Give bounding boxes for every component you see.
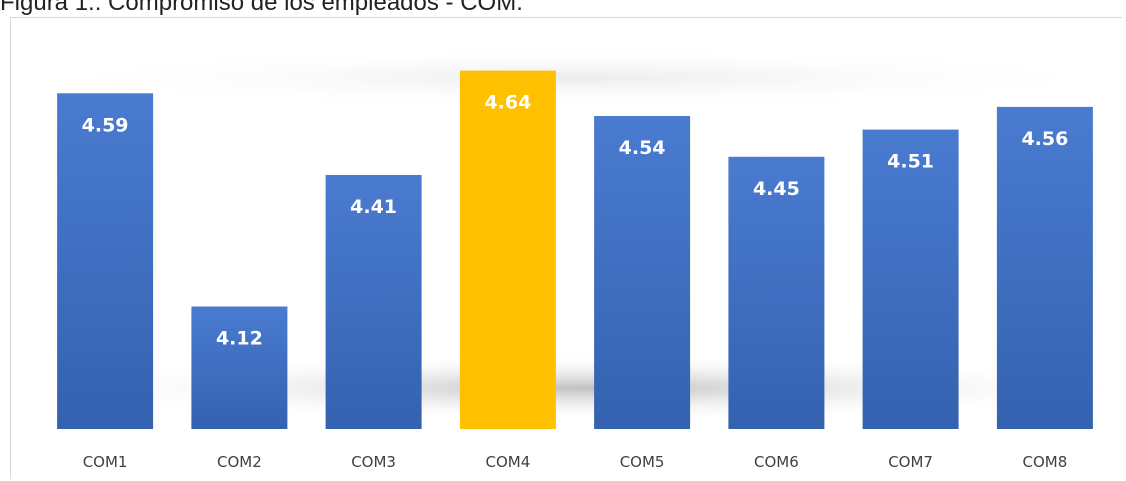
tick-label-com7: COM7 [888, 453, 933, 471]
tick-label-com2: COM2 [217, 453, 262, 471]
tick-label-com5: COM5 [620, 453, 665, 471]
data-label-com5: 4.54 [619, 137, 666, 159]
bar-com5 [594, 116, 691, 429]
data-label-com2: 4.12 [216, 328, 263, 350]
x-axis-ticks: COM1 COM2 COM3 COM4 COM5 COM6 COM7 COM8 [83, 453, 1068, 471]
data-labels-group: 4.59 4.12 4.41 4.64 4.54 4.45 4.51 4.56 [82, 92, 1069, 350]
data-label-com6: 4.45 [753, 178, 800, 200]
bar-com1 [57, 93, 154, 430]
bar-com3 [325, 175, 422, 429]
bar-com6 [728, 156, 825, 430]
figure-title: Figura 1.: Compromiso de los empleados -… [0, 0, 523, 16]
tick-label-com8: COM8 [1023, 453, 1068, 471]
tick-label-com3: COM3 [351, 453, 396, 471]
data-label-com3: 4.41 [350, 196, 397, 218]
chart-shadow [20, 48, 1126, 422]
data-label-com1: 4.59 [82, 114, 129, 136]
bar-com4 [459, 70, 556, 429]
data-label-com8: 4.56 [1021, 128, 1068, 150]
tick-label-com1: COM1 [83, 453, 128, 471]
bars-group [57, 70, 1093, 430]
bar-com8 [996, 106, 1093, 430]
data-label-com4: 4.64 [484, 92, 531, 114]
tick-label-com4: COM4 [486, 453, 531, 471]
bar-com7 [862, 129, 959, 429]
data-label-com7: 4.51 [887, 151, 934, 173]
bar-com2 [191, 306, 288, 429]
tick-label-com6: COM6 [754, 453, 799, 471]
